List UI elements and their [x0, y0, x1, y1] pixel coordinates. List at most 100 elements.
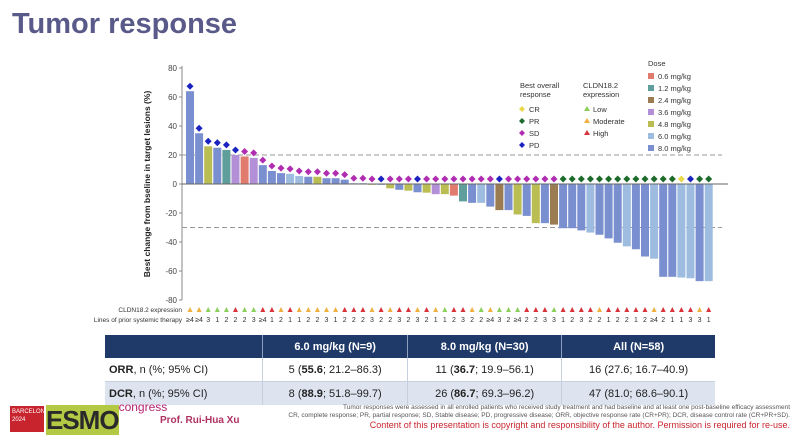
- legend-swatch-icon: [648, 97, 654, 103]
- expression-marker: [478, 307, 484, 312]
- lines-label: 2: [243, 317, 247, 324]
- y-axis-label: Best change from bseline in target lesio…: [142, 91, 152, 278]
- lines-label: 2: [279, 317, 283, 324]
- response-marker: [577, 175, 585, 183]
- lines-label: 3: [497, 317, 501, 324]
- expression-marker: [678, 307, 684, 312]
- legend-swatch-icon: [648, 109, 654, 115]
- response-marker: [614, 175, 622, 183]
- response-marker: [696, 175, 704, 183]
- bar: [604, 184, 613, 239]
- bar: [540, 184, 549, 224]
- lines-label: 3: [370, 317, 374, 324]
- response-marker: [386, 175, 394, 183]
- legend-label: 4.8 mg/kg: [658, 120, 691, 129]
- cell-pre: 47 (81.0; 68.6–90.1): [589, 387, 689, 400]
- lines-label: 2: [379, 317, 383, 324]
- response-marker: [459, 175, 467, 183]
- bar: [440, 184, 449, 195]
- table-row: ORR, n (%; 95% CI) 5 (55.6; 21.2–86.3) 1…: [105, 358, 715, 382]
- row-label-rest: , n (%; 95% CI): [133, 363, 209, 376]
- lines-label: 2: [224, 317, 228, 324]
- bar: [595, 184, 604, 235]
- expression-marker: [378, 307, 384, 312]
- cell-post: ; 19.9–56.1): [475, 363, 534, 376]
- response-marker: [623, 175, 631, 183]
- lines-label: 3: [325, 317, 329, 324]
- expression-marker: [542, 307, 548, 312]
- lines-label: 3: [689, 317, 693, 324]
- expression-marker: [487, 307, 493, 312]
- lines-label: 2: [507, 317, 511, 324]
- response-marker: [213, 139, 221, 147]
- bar: [550, 184, 558, 225]
- presenter-name: Prof. Rui-Hua Xu: [160, 415, 240, 426]
- lines-label: 1: [634, 317, 638, 324]
- response-marker: [359, 174, 367, 182]
- bar: [422, 184, 431, 193]
- legend-marker-icon: [519, 106, 525, 112]
- lines-label: 2: [352, 317, 356, 324]
- bar: [704, 184, 713, 282]
- lines-label: 3: [552, 317, 556, 324]
- response-marker: [596, 175, 603, 183]
- lines-label: 1: [288, 317, 292, 324]
- table-cell: 47 (81.0; 68.6–90.1): [561, 381, 715, 405]
- y-tick-label: -60: [165, 267, 177, 276]
- bar: [286, 173, 295, 184]
- expression-marker: [506, 307, 511, 312]
- expression-marker: [415, 307, 420, 312]
- expression-marker: [187, 307, 193, 312]
- lines-label: 2: [452, 317, 456, 324]
- bar: [650, 184, 659, 259]
- expression-marker: [451, 307, 457, 312]
- bar: [331, 178, 340, 184]
- bar: [613, 184, 622, 243]
- table-header-row: 6.0 mg/kg (N=9) 8.0 mg/kg (N=30) All (N=…: [105, 335, 715, 358]
- expression-marker: [688, 307, 693, 312]
- lines-label: ≥4: [186, 317, 194, 324]
- legend-response-title: response: [520, 90, 551, 99]
- expression-marker: [533, 307, 539, 312]
- response-marker: [514, 175, 522, 183]
- bar: [213, 147, 222, 184]
- response-marker: [241, 147, 249, 155]
- cell-pre: 5 (: [288, 363, 302, 376]
- legend-label: 8.0 mg/kg: [658, 144, 691, 153]
- lines-label: ≥4: [514, 317, 522, 324]
- bar: [631, 184, 640, 250]
- cell-bold: 36.7: [453, 363, 476, 376]
- waterfall-chart: 80 60 40 20 0 -20 -40 -60 -80 Best change from bs…: [94, 59, 728, 324]
- expression-marker: [551, 307, 557, 312]
- bar: [459, 184, 467, 202]
- lines-label: 1: [297, 317, 301, 324]
- response-marker: [323, 169, 330, 177]
- lines-label: 2: [625, 317, 629, 324]
- response-marker: [414, 175, 421, 183]
- legend-marker-icon: [519, 142, 525, 148]
- table-header: All (N=58): [561, 335, 715, 358]
- expression-marker: [496, 307, 502, 312]
- response-marker: [268, 162, 276, 170]
- lines-label: 2: [661, 317, 665, 324]
- bar: [577, 184, 586, 231]
- legend-label: CR: [529, 105, 540, 114]
- expression-marker: [578, 307, 584, 312]
- legend-expression-title: expression: [583, 90, 619, 99]
- lines-label: 2: [343, 317, 347, 324]
- bar: [513, 184, 522, 215]
- table-row: DCR, n (%; 95% CI) 8 (88.9; 51.8–99.7) 2…: [105, 381, 715, 405]
- cell-post: ; 21.2–86.3): [322, 363, 382, 376]
- response-marker: [505, 175, 512, 183]
- expression-marker: [660, 307, 666, 312]
- bar: [186, 91, 194, 184]
- row-label: ORR, n (%; 95% CI): [105, 358, 263, 382]
- y-tick-label: -80: [165, 296, 177, 305]
- bar: [677, 184, 686, 278]
- legend-swatch-icon: [648, 121, 654, 127]
- bar: [386, 184, 395, 189]
- expression-row-label: CLDN18.2 expression: [118, 307, 182, 314]
- response-marker: [295, 167, 303, 175]
- lines-label: 3: [416, 317, 420, 324]
- expression-marker: [469, 307, 475, 312]
